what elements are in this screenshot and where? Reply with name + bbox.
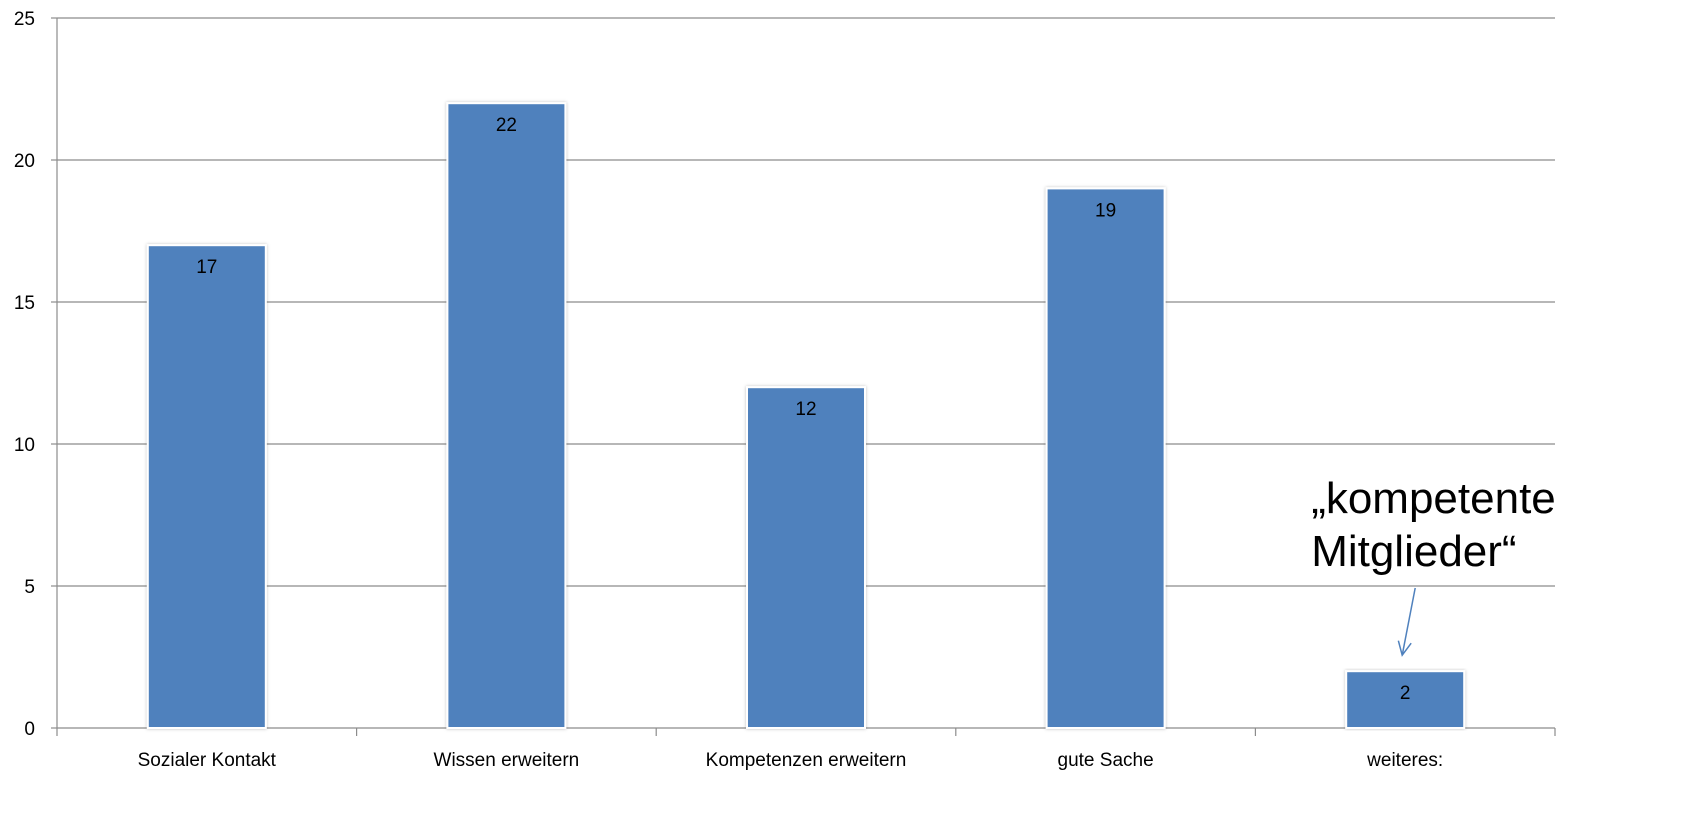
data-label-1: 22	[496, 115, 517, 136]
y-tick-label: 25	[14, 9, 35, 30]
data-label-3: 19	[1095, 200, 1116, 221]
data-label-4: 2	[1400, 683, 1411, 704]
annotation-arrowhead	[1397, 640, 1412, 657]
annotation-line: Mitglieder“	[1311, 527, 1516, 576]
bar-3	[1045, 187, 1166, 729]
y-tick-label: 20	[14, 151, 35, 172]
x-tick-label: gute Sache	[1058, 750, 1154, 771]
x-tick-label: Wissen erweitern	[434, 750, 580, 771]
annotation-text: „kompetente Mitglieder“	[1311, 474, 1556, 576]
bars	[146, 102, 1466, 730]
y-tick-label: 10	[14, 435, 35, 456]
y-tick-label: 15	[14, 293, 35, 314]
data-label-2: 12	[795, 399, 816, 420]
gridlines	[57, 17, 1555, 587]
x-tick-label: Kompetenzen erweitern	[706, 750, 907, 771]
y-tick-label: 5	[24, 577, 35, 598]
y-tick-label: 0	[24, 719, 35, 740]
annotation-arrow	[1401, 587, 1416, 656]
annotations: „kompetente Mitglieder“	[1311, 474, 1556, 657]
labels: 0 5 10 15 20 25 17 Sozialer Kontakt 22 Wissen erw…	[14, 9, 1443, 771]
bar-2	[746, 386, 866, 729]
x-tick-label: Sozialer Kontakt	[138, 750, 277, 771]
x-tick-label: weiteres:	[1366, 750, 1443, 771]
annotation-line: „kompetente	[1311, 474, 1556, 523]
bar-1	[446, 102, 567, 729]
bar-4	[1345, 670, 1466, 730]
bar-0	[146, 244, 267, 729]
data-label-0: 17	[196, 257, 217, 278]
